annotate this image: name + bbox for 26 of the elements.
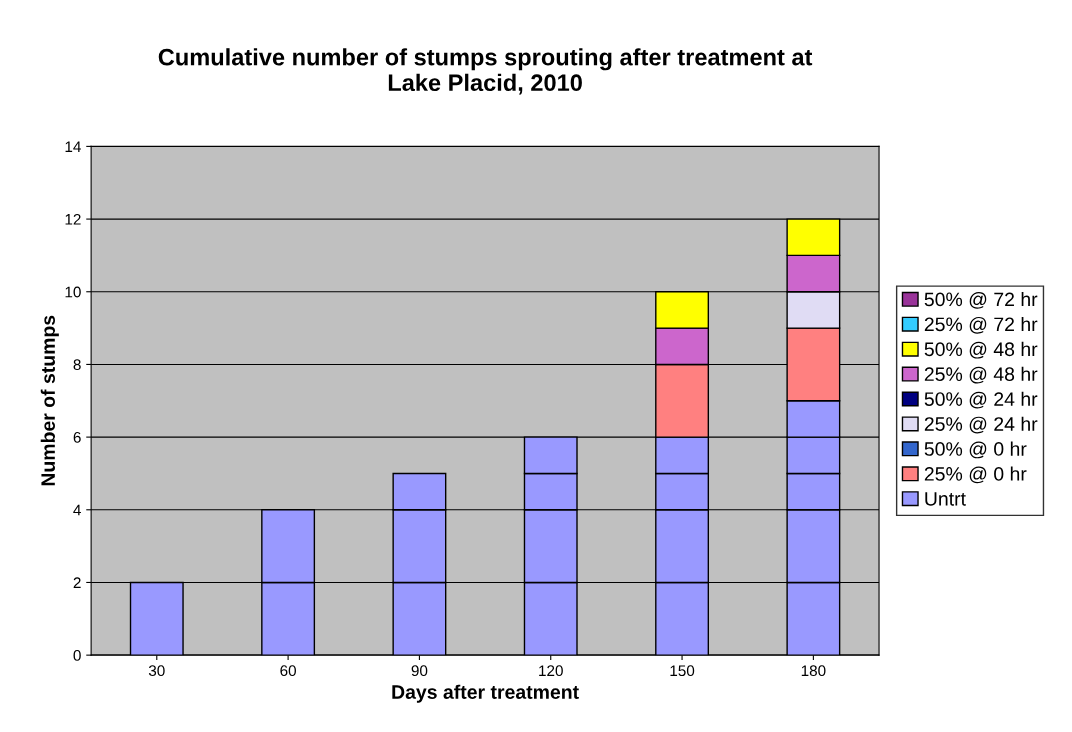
legend-label: 25% @ 72 hr (924, 316, 1038, 334)
y-tick-label: 2 (73, 577, 81, 588)
y-tick-label: 10 (65, 286, 81, 298)
x-axis-title: Days after treatment (392, 684, 579, 703)
legend-label: 50% @ 24 hr (924, 391, 1038, 409)
y-axis-title: Number of stumps (40, 315, 59, 486)
y-tick-label: 12 (65, 213, 81, 225)
legend-label: Untrt (925, 492, 966, 506)
x-tick-label: 150 (670, 665, 695, 677)
legend-label: 25% @ 0 hr (924, 466, 1027, 484)
legend-label: 25% @ 48 hr (924, 366, 1038, 384)
x-tick-label: 180 (801, 665, 826, 677)
legend-label: 50% @ 48 hr (924, 341, 1038, 359)
y-tick-label: 14 (65, 141, 81, 152)
legend-label: 50% @ 72 hr (924, 291, 1038, 309)
legend-label: 50% @ 0 hr (924, 441, 1027, 459)
y-tick-label: 4 (73, 504, 81, 516)
y-tick-label: 0 (73, 650, 81, 661)
x-tick-label: 120 (539, 665, 563, 677)
chart-title: Cumulative number of stumps sprouting after treatment at Lake Placid, 2010 (158, 48, 813, 95)
x-tick-label: 90 (411, 665, 428, 677)
y-tick-label: 6 (73, 431, 81, 443)
x-tick-label: 60 (280, 665, 296, 677)
legend-label: 25% @ 24 hr (924, 416, 1038, 434)
y-tick-label: 8 (73, 359, 81, 371)
x-tick-label: 30 (148, 665, 165, 677)
